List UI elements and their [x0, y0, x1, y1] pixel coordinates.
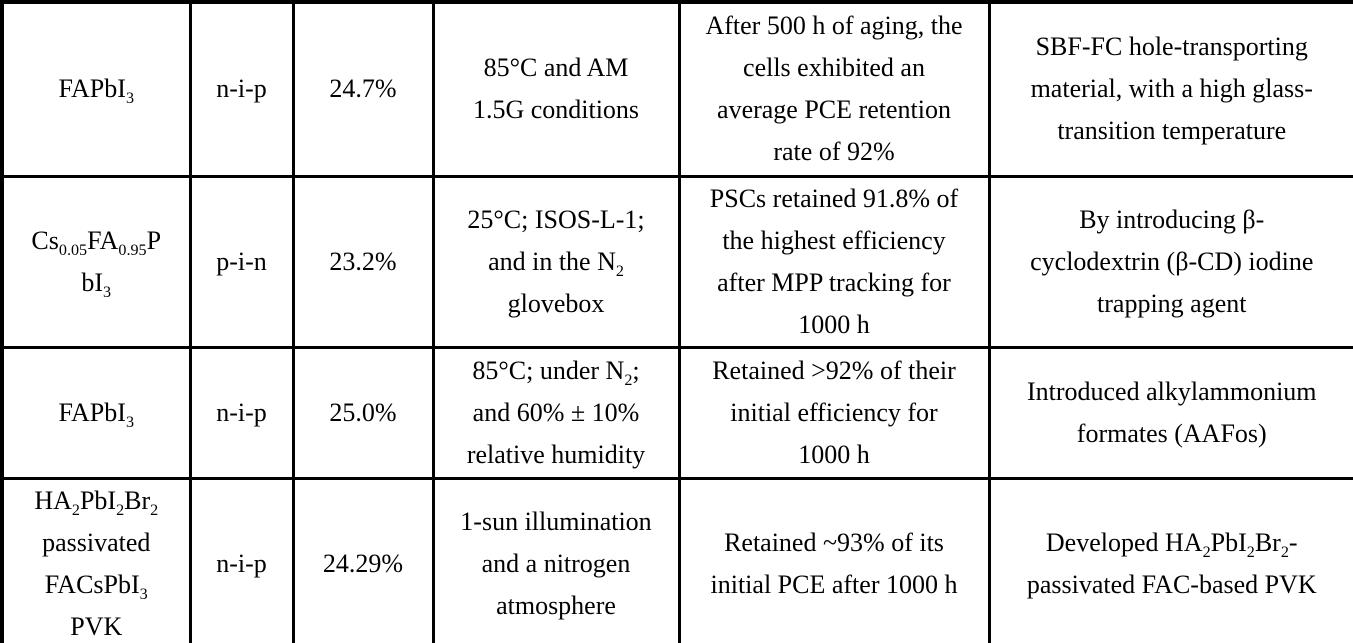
table-row: Cs0.05FA0.95P bI3 p-i-n 23.2% 25°C; ISOS…: [0, 174, 1353, 349]
cell-structure: n-i-p: [188, 476, 295, 643]
cell-pce: 25.0%: [291, 345, 435, 480]
cell-stability: PSCs retained 91.8% of the highest effic…: [677, 174, 991, 349]
cell-material: FAPbI3: [0, 0, 192, 178]
cell-approach: By introducing β- cyclodextrin (β-CD) io…: [987, 174, 1353, 349]
cell-conditions: 85°C and AM 1.5G conditions: [431, 0, 681, 178]
cell-pce: 24.7%: [291, 0, 435, 178]
table-row: HA2PbI2Br2 passivated FACsPbI3 PVK n-i-p…: [0, 476, 1353, 643]
table-row: FAPbI3 n-i-p 25.0% 85°C; under N2; and 6…: [0, 345, 1353, 480]
cell-pce: 23.2%: [291, 174, 435, 349]
cell-structure: p-i-n: [188, 174, 295, 349]
cell-stability: Retained ~93% of its initial PCE after 1…: [677, 476, 991, 643]
cell-material: HA2PbI2Br2 passivated FACsPbI3 PVK: [0, 476, 192, 643]
cell-structure: n-i-p: [188, 0, 295, 178]
cell-approach: Introduced alkylammonium formates (AAFos…: [987, 345, 1353, 480]
cell-pce: 24.29%: [291, 476, 435, 643]
cell-material: FAPbI3: [0, 345, 192, 480]
cell-conditions: 85°C; under N2; and 60% ± 10% relative h…: [431, 345, 681, 480]
cell-stability: Retained >92% of their initial efficienc…: [677, 345, 991, 480]
cell-conditions: 25°C; ISOS-L-1; and in the N2 glovebox: [431, 174, 681, 349]
cell-conditions: 1-sun illumination and a nitrogen atmosp…: [431, 476, 681, 643]
cell-structure: n-i-p: [188, 345, 295, 480]
cell-approach: SBF-FC hole-transporting material, with …: [987, 0, 1353, 178]
cell-material: Cs0.05FA0.95P bI3: [0, 174, 192, 349]
table-row: FAPbI3 n-i-p 24.7% 85°C and AM 1.5G cond…: [0, 0, 1353, 178]
cell-stability: After 500 h of aging, the cells exhibite…: [677, 0, 991, 178]
cell-approach: Developed HA2PbI2Br2- passivated FAC-bas…: [987, 476, 1353, 643]
